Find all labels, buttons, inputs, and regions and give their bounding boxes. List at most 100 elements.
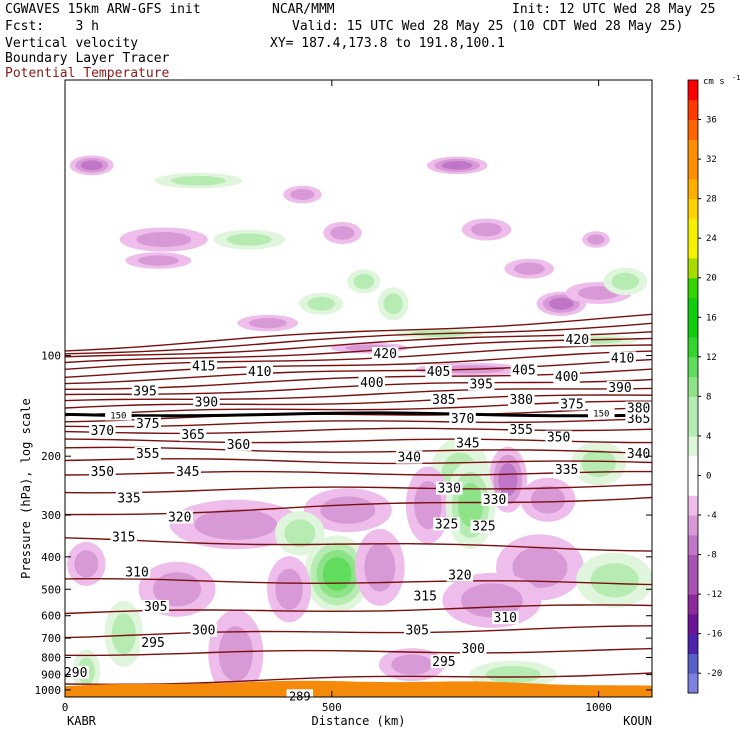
colorbar-bin bbox=[688, 376, 698, 397]
theta-label-365: 365 bbox=[627, 412, 650, 427]
colorbar-bin bbox=[688, 633, 698, 654]
theta-label-310: 310 bbox=[125, 565, 148, 580]
theta-label-300: 300 bbox=[192, 624, 215, 639]
w-cell-level bbox=[194, 508, 278, 540]
theta-label-290: 290 bbox=[64, 666, 87, 681]
theta-label-370: 370 bbox=[91, 424, 114, 439]
colorbar-bin bbox=[688, 673, 698, 694]
w-cell bbox=[69, 155, 114, 176]
colorbar-tick-label: 36 bbox=[706, 116, 717, 126]
theta-label-325-bg bbox=[470, 519, 498, 533]
forecast-hour: Fcst: 3 h bbox=[5, 19, 99, 34]
w-cell bbox=[442, 572, 542, 628]
y-tick-label: 1000 bbox=[35, 684, 62, 697]
w-cell bbox=[267, 556, 312, 623]
w-cell-level bbox=[353, 273, 375, 289]
colorbar-tick-label: -8 bbox=[706, 551, 717, 561]
terrain-label: 289 bbox=[289, 689, 311, 703]
theta-label-385: 385 bbox=[432, 393, 455, 408]
colorbar-bin bbox=[688, 475, 698, 496]
y-tick-label: 100 bbox=[41, 350, 61, 363]
y-tick-label: 700 bbox=[41, 632, 61, 645]
w-cell-level bbox=[137, 255, 180, 266]
theta-label-325: 325 bbox=[435, 517, 458, 532]
theta-label-400: 400 bbox=[555, 370, 578, 385]
w-cell-level bbox=[275, 568, 303, 610]
w-cell-level bbox=[330, 226, 355, 240]
theta-label-365: 365 bbox=[181, 428, 204, 443]
w-cell-level bbox=[290, 189, 315, 201]
x-tick-label: 1000 bbox=[585, 701, 612, 714]
theta-label-315-bg bbox=[411, 589, 439, 603]
colorbar-bin bbox=[688, 574, 698, 595]
colorbar-tick-label: 28 bbox=[706, 195, 717, 205]
w-cell-level bbox=[80, 160, 103, 171]
y-tick-label: 600 bbox=[41, 610, 61, 623]
colorbar-bin bbox=[688, 277, 698, 299]
theta-label-385-bg bbox=[430, 393, 458, 407]
terrain-label-bg bbox=[286, 689, 314, 703]
colorbar-bin bbox=[688, 594, 698, 615]
w-cell-level bbox=[498, 463, 518, 497]
colorbar-tick-label: 16 bbox=[706, 313, 717, 323]
theta-label-330-bg bbox=[481, 492, 508, 506]
tracer-label-150-bg bbox=[105, 407, 132, 421]
theta-label-390: 390 bbox=[195, 395, 218, 410]
theta-line-340 bbox=[65, 446, 652, 455]
w-cell bbox=[603, 267, 648, 296]
colorbar-bin bbox=[688, 119, 698, 140]
theta-label-410-bg bbox=[609, 351, 636, 365]
theta-label-300-bg bbox=[190, 623, 217, 637]
colorbar-bin bbox=[688, 455, 698, 476]
theta-label-390: 390 bbox=[608, 381, 631, 396]
theta-label-405-bg bbox=[510, 363, 538, 377]
theta-label-365-bg bbox=[625, 412, 652, 426]
colorbar: 36 32 28 24 20 16 12 8 4 0 -4 -8 -12 -16 -20 cm s -1 bbox=[687, 74, 740, 694]
theta-label-345-bg bbox=[174, 464, 201, 478]
colorbar-tick-label: 32 bbox=[706, 155, 717, 165]
theta-label-380: 380 bbox=[510, 393, 533, 408]
theta-label-345-bg bbox=[454, 436, 482, 450]
theta-label-380-bg bbox=[625, 401, 652, 415]
theta-label-335: 335 bbox=[117, 492, 140, 507]
y-tick-label: 400 bbox=[41, 551, 61, 564]
theta-label-350: 350 bbox=[547, 431, 570, 446]
w-cell bbox=[355, 528, 405, 606]
w-cell-level bbox=[322, 557, 352, 591]
theta-label-350-bg bbox=[545, 430, 572, 444]
theta-label-335-bg bbox=[553, 463, 580, 477]
valid-time: Valid: 15 UTC Wed 28 May 25 (10 CDT Wed … bbox=[292, 19, 684, 34]
w-cell bbox=[582, 231, 610, 248]
theta-line-370 bbox=[65, 394, 652, 409]
station-right: KOUN bbox=[623, 714, 652, 728]
theta-label-315-bg bbox=[110, 530, 137, 544]
w-cell-level bbox=[471, 222, 503, 237]
w-cell bbox=[213, 229, 285, 250]
tracer-boundary bbox=[65, 411, 652, 418]
w-cell-level bbox=[530, 486, 566, 514]
theta-label-400: 400 bbox=[360, 376, 383, 391]
colorbar-bin bbox=[688, 435, 698, 457]
w-cell-level bbox=[548, 297, 574, 310]
init-time: Init: 12 UTC Wed 28 May 25 bbox=[512, 2, 716, 17]
w-cell-level bbox=[284, 519, 316, 547]
w-cell-level bbox=[170, 175, 226, 186]
theta-label-320: 320 bbox=[168, 510, 191, 525]
theta-label-320-bg bbox=[166, 510, 193, 524]
colorbar-tick-label: 24 bbox=[706, 234, 717, 244]
colorbar-bin bbox=[688, 198, 698, 219]
colorbar-tick-label: 0 bbox=[706, 471, 711, 481]
theta-label-295-bg bbox=[139, 636, 167, 650]
theta-label-345: 345 bbox=[456, 436, 479, 451]
theta-label-315: 315 bbox=[112, 530, 135, 545]
w-cell bbox=[504, 258, 555, 279]
theta-label-340: 340 bbox=[627, 447, 650, 462]
theta-label-395: 395 bbox=[133, 384, 156, 399]
colorbar-tick-label: 8 bbox=[706, 392, 711, 402]
theta-label-295-bg bbox=[430, 654, 458, 668]
theta-label-320-bg bbox=[446, 568, 474, 582]
w-cell-level bbox=[320, 496, 376, 524]
tracer-boundary-line bbox=[65, 411, 652, 418]
colorbar-bin bbox=[688, 495, 698, 516]
theta-label-305: 305 bbox=[405, 624, 428, 639]
